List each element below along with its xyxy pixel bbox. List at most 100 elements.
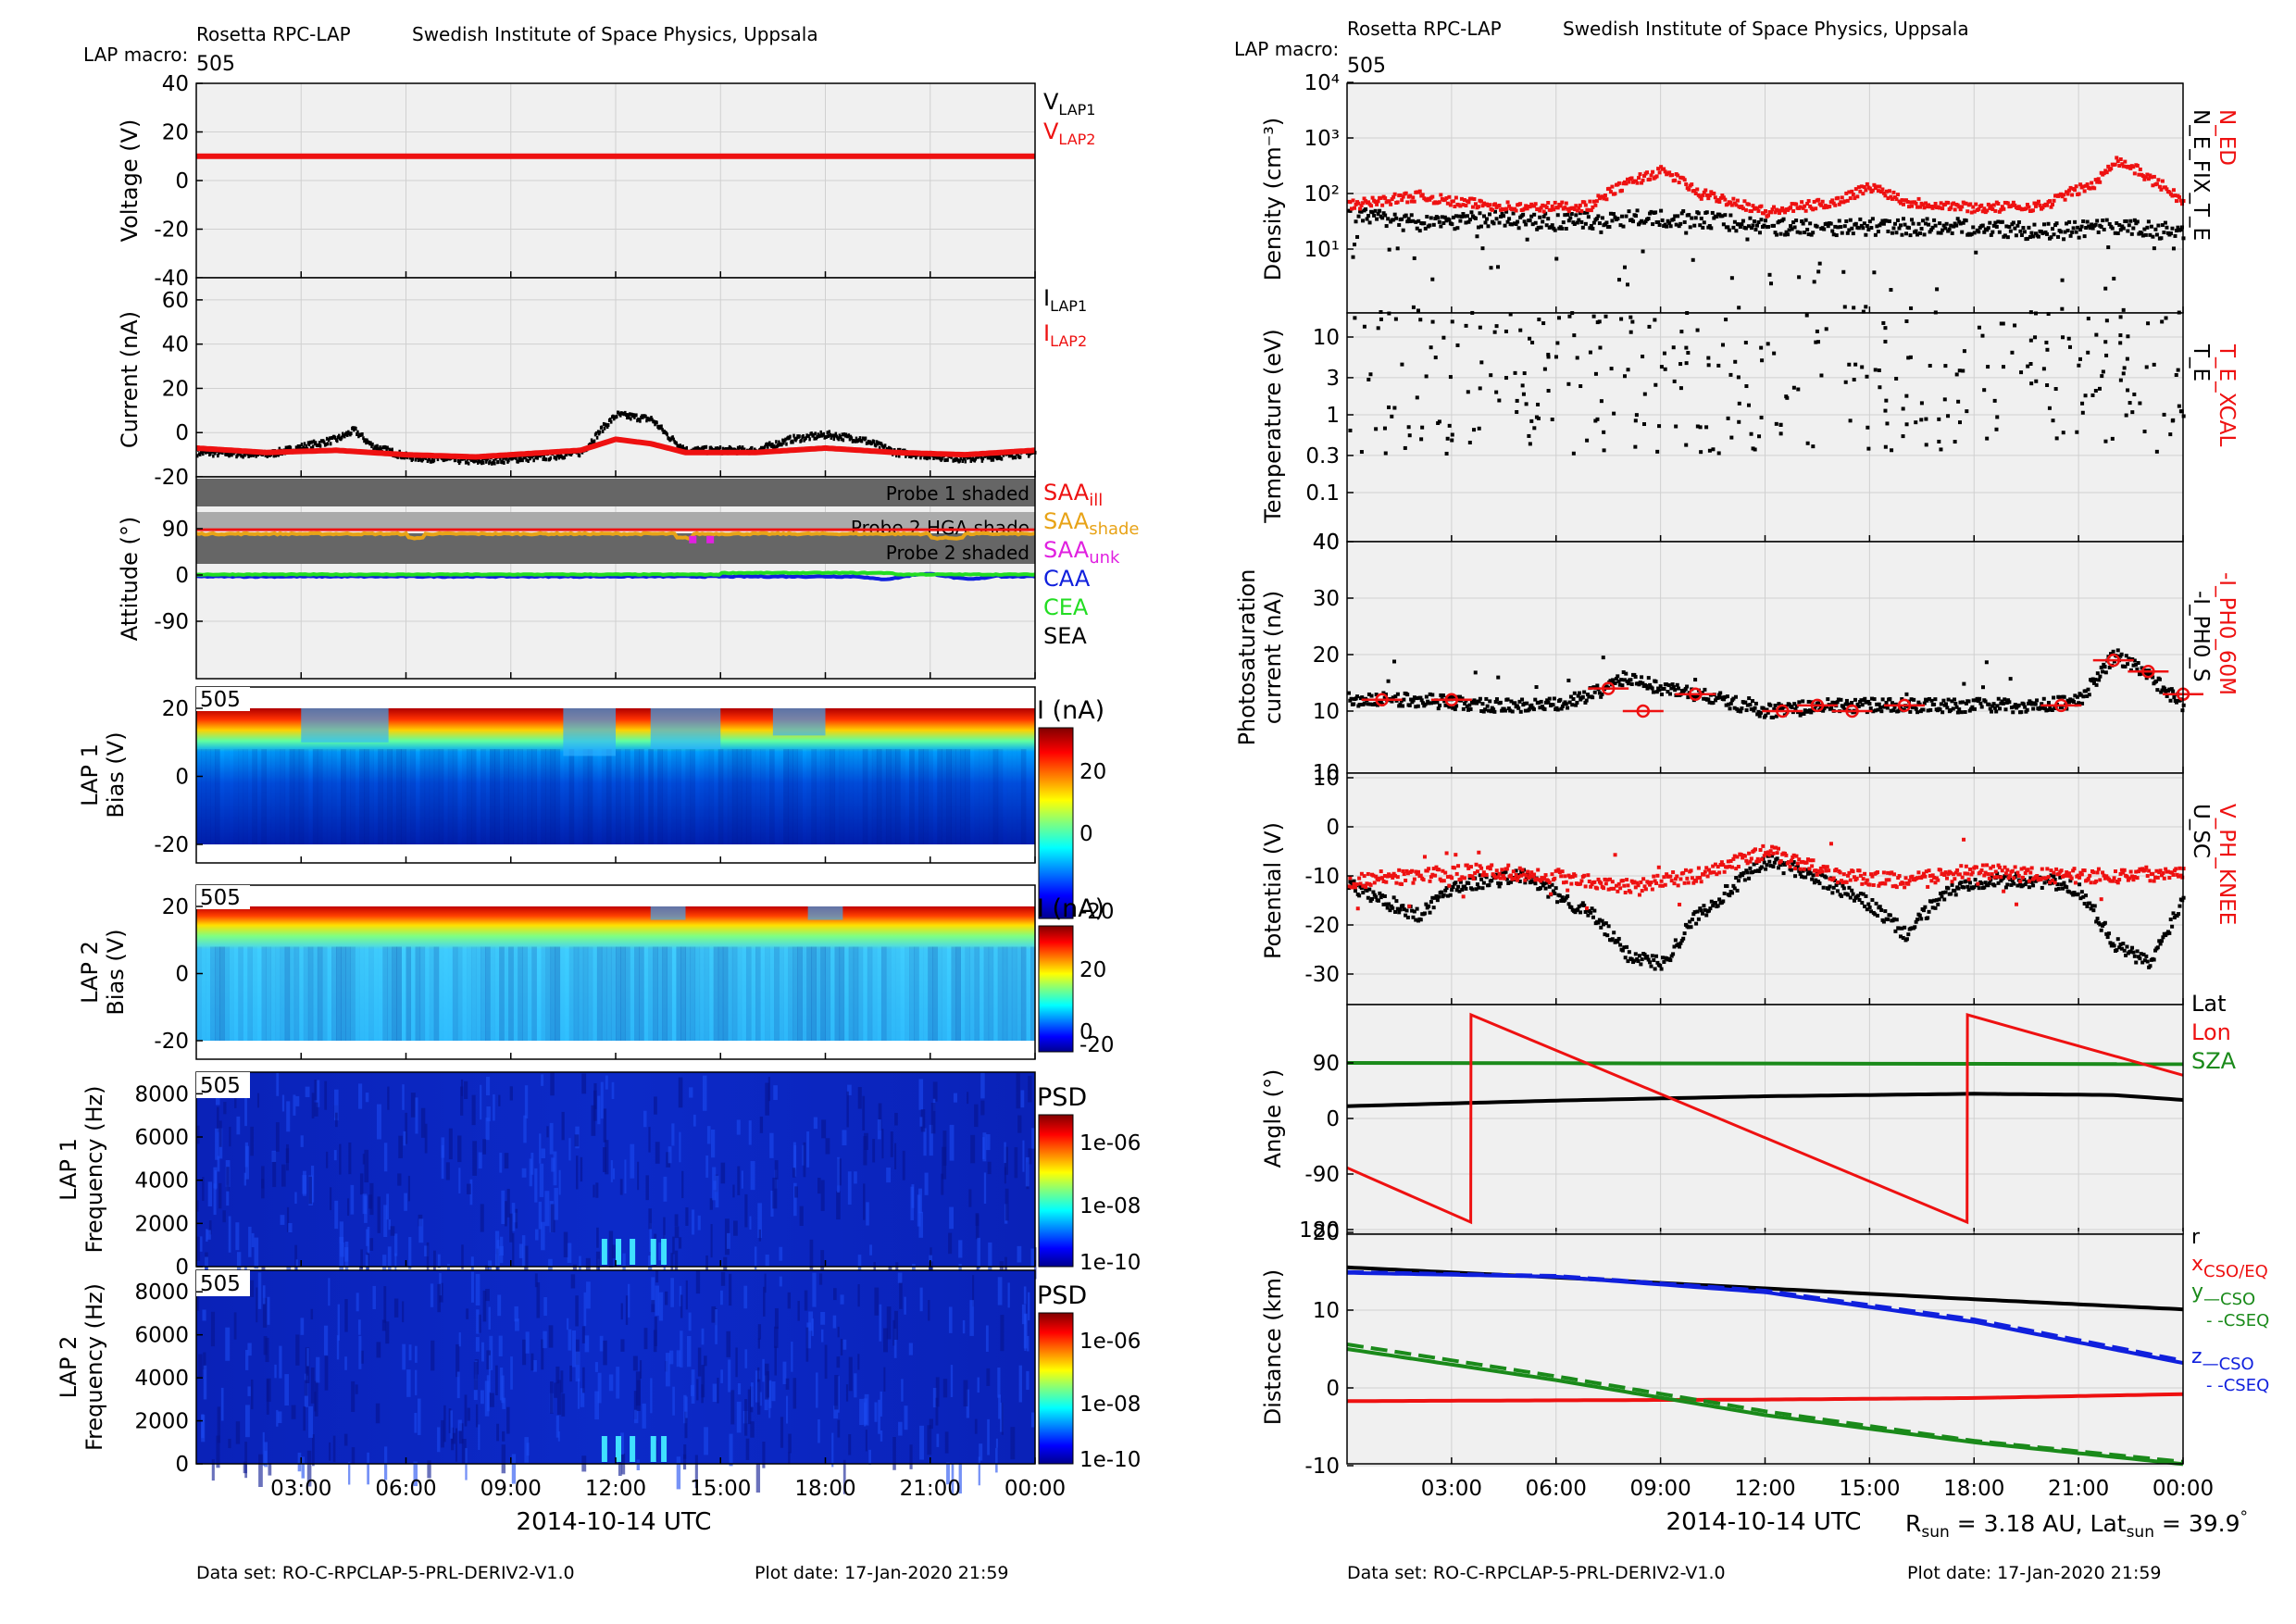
lap2_sweep-dip-0 [650,906,686,920]
lap2_psd-noise [1023,1286,1027,1305]
density-nefix-point [1803,231,1807,235]
lap1_psd-noise [648,1208,653,1230]
density-nefix-point [1815,224,1819,229]
density-ned-point [2062,193,2066,197]
photosaturation-s-point [1953,697,1957,702]
lap2_psd-noise [818,1273,823,1285]
current-lap1-point [883,443,887,448]
lap2_psd-noise [430,1340,435,1371]
lap2_sweep-column [419,946,426,1041]
density-ned-point [1412,199,1416,204]
current-lap1-point [927,455,930,459]
density-nefix-point [1577,218,1581,222]
density-ned-point [1914,201,1918,206]
density-ned-point [1702,190,1706,194]
density-nefix-point [2145,225,2150,230]
lap1_psd-noise [420,1107,426,1138]
photosaturation-s-point [1640,675,1644,680]
photosaturation-s-point [1996,696,2001,701]
temperature-te-point [2171,418,2176,422]
lap2_psd-noise [203,1365,207,1400]
temperature-te-point [1450,432,1454,437]
density-ned-point [1550,204,1554,208]
lap2_psd-noise [759,1392,762,1406]
density-nefix-point [1613,215,1617,219]
current-lap1-point [792,440,794,444]
temperature-te-point [1884,398,1889,403]
density-ned-point [2078,182,2083,187]
density-ned-point [1830,198,1835,203]
photosaturation-s-point [1984,660,1989,665]
density-nefix-point [2153,227,2158,231]
density-nefix-point [2104,218,2109,222]
lap1_sweep-column [932,749,938,844]
lap2_sweep-colorbar-title: I (nA) [1037,894,1104,923]
density-ned-point [1749,209,1753,214]
lap2_psd-noise [251,1379,254,1410]
lap1_psd-noise [402,1084,405,1110]
current-lap1-point [325,436,329,441]
current-lap1-point [428,457,431,462]
density-ned-point [1676,173,1680,178]
current-lap1-point [992,457,995,462]
density-ned-point [1952,201,1956,206]
lap1_sweep-column [680,749,686,844]
lap2_sweep-column [350,946,356,1041]
lap2_psd-noise [555,1366,560,1384]
density-nefix-point [2082,234,2087,239]
density-nefix-point [1709,226,1714,231]
lap1_psd-noise [649,1223,653,1252]
lap1_psd-noise [280,1215,285,1225]
temperature-te-point [1390,414,1394,418]
density-ned-point [1997,209,2002,214]
potential-usc-point [1450,888,1454,893]
temperature-te-point [2078,356,2082,361]
density-nefix-point [1919,227,1924,231]
density-ned-point [1684,182,1689,187]
photosaturation-s-point [1975,696,1979,701]
lap2_psd-noise [728,1359,731,1393]
potential-usc-point [1431,906,1436,910]
density-nefix-point [1767,272,1772,277]
lap2_sweep-colorbar-tick-0: 20 [1079,958,1106,982]
density-ned-point [1811,207,1816,212]
density-ned-point [1851,192,1855,196]
density-nefix-point [2030,234,2035,239]
density-nefix-point [1876,230,1880,234]
photosaturation-s-point [1558,697,1563,702]
current-lap1-point [556,453,560,457]
current-lap1-point [639,418,642,423]
photosaturation-s-point [1825,705,1828,709]
lap2_sweep-column [215,946,220,1041]
density-nefix-point [1563,213,1567,218]
photosaturation-s-point [1500,708,1504,713]
lap1_psd-noise [426,1242,430,1277]
current-lap1-point [598,430,602,434]
current-lap1-point [789,434,792,439]
temperature-te-point [1497,398,1502,403]
current-lap1-point [426,458,430,463]
potential-usc-point [1586,913,1591,918]
lap1_sweep-column [601,749,607,844]
lap2_psd-noise [726,1330,731,1357]
photosaturation-s-point [2021,702,2026,706]
density-ned-point [2000,205,2004,209]
photosaturation-s-point [1466,707,1470,712]
photosaturation-s-point [1972,706,1977,711]
density-nefix-point [1847,228,1852,232]
lap1_sweep-column [396,749,402,844]
density-nefix-point [1575,220,1579,225]
density-nefix-point [1381,211,1386,216]
photosaturation-s-point [1414,705,1418,709]
density-nefix-point [1853,221,1858,226]
density-ned-point [1682,178,1687,182]
lap1_sweep-column [1012,749,1017,844]
density-nefix-point [2008,229,2013,233]
temperature-te-point [2047,406,2052,410]
photosaturation-s-point [1533,697,1538,702]
density-nefix-point [1993,220,1998,225]
density-ned-point [2096,177,2101,181]
lap2_psd-noise [303,1405,306,1431]
photosaturation-s-point [2013,703,2017,707]
lap2_psd-noise [582,1367,585,1393]
